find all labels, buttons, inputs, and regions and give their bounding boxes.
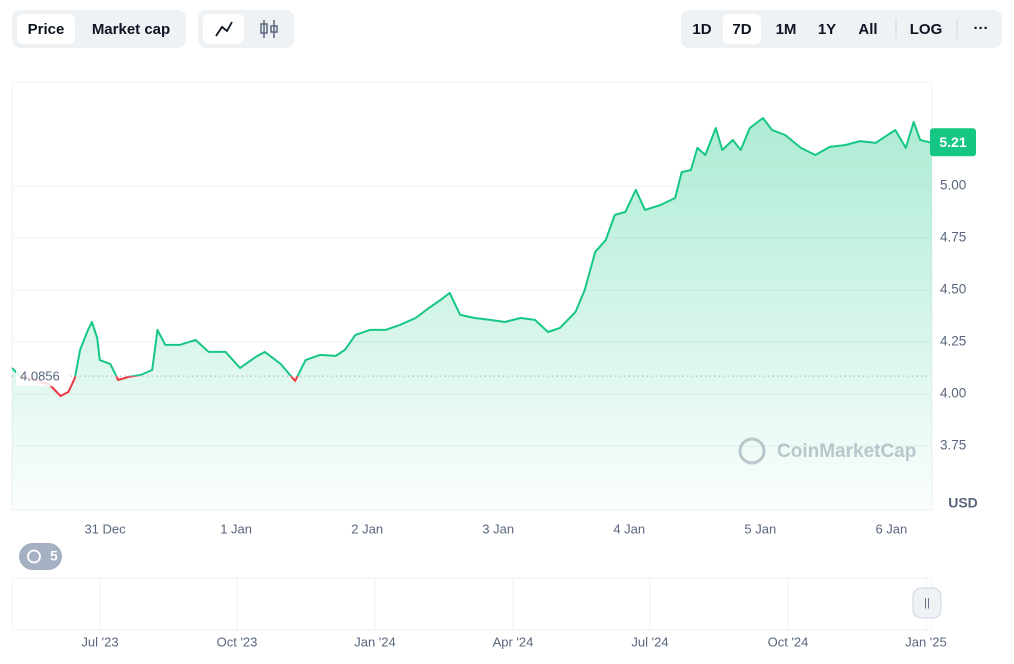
market-cap-tab[interactable]: Market cap (92, 21, 170, 38)
x-tick-label: 3 Jan (482, 521, 514, 536)
y-tick-label: 4.25 (940, 334, 966, 349)
y-tick-label: 4.00 (940, 386, 966, 401)
navigator-label: Oct '24 (768, 634, 809, 649)
navigator[interactable] (11, 577, 933, 631)
line-icon (215, 21, 233, 37)
watermark-text: CoinMarketCap (777, 441, 916, 462)
x-tick-label: 1 Jan (220, 521, 252, 536)
price-line (12, 117, 932, 377)
x-tick-label: 6 Jan (875, 521, 907, 536)
range-group (681, 10, 1002, 48)
price-area (12, 118, 932, 510)
range-button[interactable]: 1Y (818, 21, 836, 38)
navigator-label: Jul '24 (631, 634, 668, 649)
watermark: CoinMarketCap (738, 437, 916, 465)
range-button[interactable]: 1M (776, 21, 797, 38)
history-icon (27, 549, 41, 564)
range-button[interactable]: 1D (692, 21, 711, 38)
price-line-below-reference (18, 376, 299, 397)
y-tick-label: 4.50 (940, 282, 966, 297)
navigator-label: Oct '23 (217, 634, 258, 649)
navigator-label: Jan '24 (354, 634, 396, 649)
x-tick-label: 4 Jan (613, 521, 645, 536)
navigator-handle[interactable] (912, 587, 942, 619)
price-tab[interactable]: Price (28, 21, 65, 38)
more-button[interactable]: ··· (974, 20, 989, 37)
selected-tab (17, 14, 75, 44)
history-count: 5 (50, 548, 58, 564)
navigator-label: Jul '23 (81, 634, 118, 649)
handle-grip: || (924, 597, 930, 609)
candle-icon[interactable] (260, 20, 278, 38)
y-tick-label: 3.75 (940, 438, 966, 453)
plot: 4.0856 (12, 117, 932, 510)
reference-label-bg (16, 366, 70, 387)
y-tick-label: 5.00 (940, 178, 966, 193)
unit-label: USD (948, 495, 978, 511)
x-tick-label: 31 Dec (84, 521, 126, 536)
log-button[interactable]: LOG (910, 21, 943, 38)
y-tick-label: 4.75 (940, 230, 966, 245)
x-tick-label: 2 Jan (351, 521, 383, 536)
selected-range (723, 14, 761, 44)
navigator-labels: Jul '23 Oct '23 Jan '24 Apr '24 Jul '24 Oct '… (81, 578, 947, 649)
navigator-label: Jan '25 (905, 634, 947, 649)
range-button[interactable]: 7D (732, 21, 751, 38)
current-price-badge (930, 128, 976, 157)
range-button[interactable]: All (858, 21, 877, 38)
current-price-label: 5.21 (939, 134, 966, 150)
x-tick-label: 5 Jan (744, 521, 776, 536)
reference-label: 4.0856 (20, 369, 60, 384)
navigator-label: Apr '24 (493, 634, 534, 649)
